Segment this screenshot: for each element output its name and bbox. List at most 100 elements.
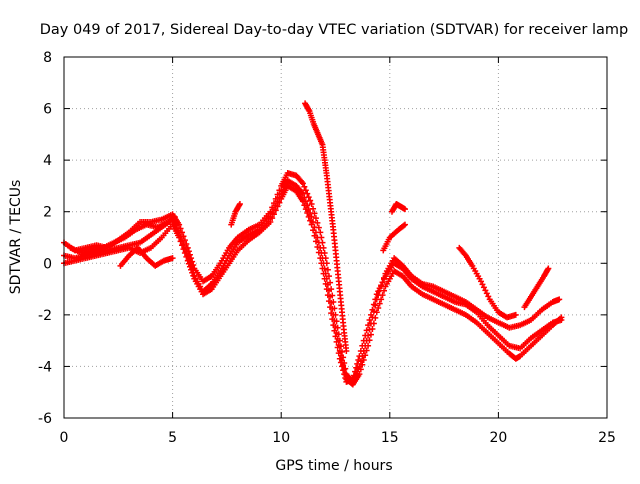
data-point [299, 198, 306, 205]
data-point [269, 215, 276, 222]
data-point [367, 331, 374, 338]
data-point [372, 314, 379, 321]
data-point [400, 222, 407, 229]
data-point [370, 301, 377, 308]
data-point [276, 199, 283, 206]
data-point [360, 337, 367, 344]
data-point [322, 280, 329, 287]
x-tick-label: 25 [598, 430, 616, 446]
data-point [334, 344, 341, 351]
series-9 [388, 200, 409, 215]
y-tick-label: -6 [38, 411, 52, 427]
data-point [370, 320, 377, 327]
data-point [332, 333, 339, 340]
data-point [357, 366, 364, 373]
series-5 [117, 244, 176, 269]
data-point [329, 316, 336, 323]
data-point [556, 296, 563, 303]
data-point [375, 288, 382, 295]
data-point [302, 187, 309, 194]
data-point [305, 213, 312, 220]
data-point [180, 246, 187, 253]
data-point [267, 219, 274, 226]
data-point [304, 210, 311, 217]
data-point [312, 238, 319, 245]
y-tick-label: 8 [43, 50, 52, 66]
series-6 [228, 200, 243, 228]
data-point [327, 304, 334, 311]
data-point [324, 292, 331, 299]
data-point [181, 249, 188, 256]
data-point [365, 342, 372, 349]
data-point [512, 311, 519, 318]
data-point [189, 269, 196, 276]
data-point [236, 200, 243, 207]
data-point [302, 206, 309, 213]
data-point [307, 217, 314, 224]
series-8 [380, 221, 409, 254]
data-point [363, 327, 370, 334]
data-point [478, 278, 485, 285]
data-point [314, 243, 321, 250]
data-point [299, 180, 306, 187]
data-point [330, 322, 337, 329]
data-point [335, 350, 342, 357]
data-point [339, 363, 346, 370]
data-point [336, 355, 343, 362]
series-3 [61, 182, 565, 385]
data-point [362, 332, 369, 339]
data-point [315, 249, 322, 256]
data-point [331, 327, 338, 334]
y-tick-label: -4 [38, 359, 52, 375]
data-point [333, 338, 340, 345]
data-point [170, 214, 177, 221]
data-point [376, 285, 383, 292]
data-point [369, 326, 376, 333]
data-point [379, 279, 386, 286]
data-point [324, 266, 331, 273]
data-point [352, 368, 359, 375]
data-point [378, 282, 385, 289]
data-point [558, 317, 565, 324]
data-point [376, 300, 383, 307]
data-point [341, 371, 348, 378]
data-point [369, 306, 376, 313]
x-tick-label: 0 [60, 430, 69, 446]
data-point [343, 347, 350, 354]
data-point [176, 221, 183, 228]
data-point [317, 255, 324, 262]
y-tick-label: -2 [38, 308, 52, 324]
data-point [310, 227, 317, 234]
data-point [320, 270, 327, 277]
data-point [479, 281, 486, 288]
y-tick-label: 6 [43, 102, 52, 118]
data-points [61, 100, 565, 388]
data-point [337, 359, 344, 366]
data-point [482, 287, 489, 294]
data-point [372, 296, 379, 303]
data-point [350, 372, 357, 379]
data-point [323, 286, 330, 293]
series-4 [67, 213, 178, 256]
data-point [375, 304, 382, 311]
series-7 [302, 100, 350, 354]
data-point [184, 257, 191, 264]
series-2 [61, 177, 565, 388]
data-point [308, 200, 315, 207]
series-10 [456, 244, 519, 321]
data-point [366, 317, 373, 324]
data-point [381, 287, 388, 294]
data-point [355, 356, 362, 363]
x-tick-label: 10 [272, 430, 290, 446]
data-point [379, 292, 386, 299]
data-point [483, 290, 490, 297]
data-point [402, 221, 409, 228]
data-point [314, 219, 321, 226]
data-point [186, 263, 193, 270]
data-point [381, 276, 388, 283]
x-tick-label: 15 [381, 430, 399, 446]
data-point [363, 347, 370, 354]
data-point [356, 353, 363, 360]
data-point [183, 253, 190, 260]
